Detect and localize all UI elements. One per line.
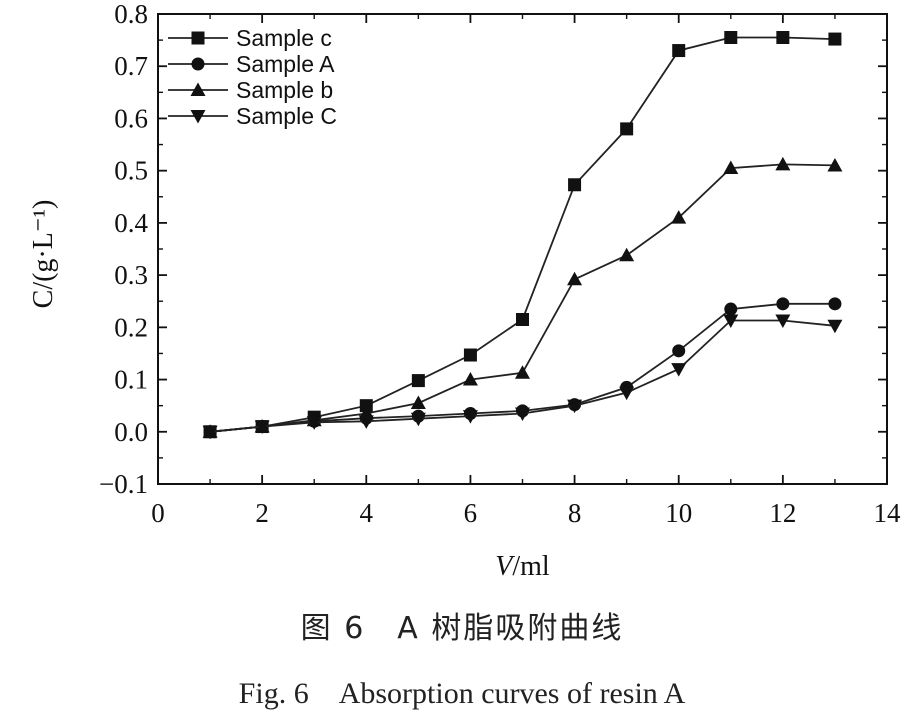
y-axis: −0.1 0.0 0.1 0.2 0.3 0.4 0.5 0.6 0.7 0.8 <box>99 0 887 499</box>
legend-marker <box>190 82 206 96</box>
data-point <box>672 44 686 58</box>
data-point <box>724 31 738 44</box>
x-tick-label: 2 <box>255 498 269 528</box>
data-point <box>410 412 426 427</box>
data-point <box>202 425 218 440</box>
data-point <box>516 313 529 326</box>
y-tick-label: 0.8 <box>114 0 148 29</box>
data-point <box>462 372 478 386</box>
data-point <box>306 416 322 430</box>
x-tick-label: 0 <box>151 498 165 528</box>
data-point <box>723 160 739 175</box>
legend-item-sample-b: Sample b <box>168 77 333 103</box>
series-line <box>210 163 835 433</box>
y-tick-label: 0.6 <box>114 103 148 133</box>
x-tick-label: 4 <box>360 498 374 528</box>
chart: 0 2 4 6 8 10 12 14 −0.1 0.0 0.1 0.2 0.3 0.4 0.5 0.6 0.7… <box>28 0 901 582</box>
series-sample-c <box>202 314 843 440</box>
data-point <box>515 365 530 379</box>
y-tick-label: 0.2 <box>114 312 148 342</box>
data-point <box>620 122 634 136</box>
data-point <box>723 314 739 329</box>
y-tick-label: 0.7 <box>114 51 148 81</box>
data-point <box>515 407 530 421</box>
legend-marker <box>191 31 205 45</box>
data-point <box>358 415 374 429</box>
y-tick-label: −0.1 <box>99 469 148 499</box>
x-tick-label: 14 <box>874 498 902 528</box>
figure-caption-english: Fig. 6 Absorption curves of resin A <box>238 677 686 710</box>
data-point <box>359 399 373 413</box>
figure-caption-chinese: 图 6 A 树脂吸附曲线 <box>300 611 624 646</box>
legend-label: Sample C <box>236 103 337 129</box>
data-point <box>775 314 791 329</box>
legend-label: Sample A <box>236 51 335 77</box>
data-point <box>671 363 687 377</box>
data-point <box>254 420 270 435</box>
data-point <box>463 348 477 362</box>
y-tick-label: 0.0 <box>114 417 148 447</box>
data-point <box>776 31 790 44</box>
data-point <box>775 156 791 171</box>
data-point <box>828 297 842 311</box>
data-point <box>724 302 738 316</box>
legend-label: Sample b <box>236 77 333 103</box>
y-tick-label: 0.5 <box>114 156 148 186</box>
data-point <box>776 297 790 311</box>
legend-item-sample-c: Sample c <box>168 25 332 51</box>
data-point <box>410 395 426 410</box>
data-point <box>671 210 687 224</box>
x-axis-title: V/ml <box>495 551 550 582</box>
data-point <box>827 157 843 172</box>
data-point <box>462 410 478 424</box>
y-axis-title: C/(g·L⁻¹) <box>28 200 59 309</box>
data-point <box>828 32 842 46</box>
legend-item-sample-a: Sample A <box>168 51 335 77</box>
series-layer <box>202 31 843 440</box>
y-tick-label: 0.4 <box>114 208 148 238</box>
x-tick-label: 6 <box>464 498 478 528</box>
x-tick-label: 10 <box>665 498 692 528</box>
x-axis: 0 2 4 6 8 10 12 14 <box>151 14 901 528</box>
data-point <box>411 374 425 388</box>
data-point <box>619 247 635 262</box>
legend-marker <box>191 57 205 71</box>
data-point <box>827 319 843 334</box>
legend-label: Sample c <box>236 25 332 51</box>
y-tick-label: 0.1 <box>114 365 148 395</box>
data-point <box>619 386 635 401</box>
data-point <box>567 271 583 286</box>
data-point <box>568 178 582 192</box>
legend-marker <box>190 110 206 124</box>
legend-item-sample-c: Sample C <box>168 103 337 129</box>
x-tick-label: 8 <box>568 498 582 528</box>
series-sample-b <box>202 156 843 438</box>
x-tick-label: 12 <box>769 498 796 528</box>
data-point <box>672 344 686 358</box>
data-point <box>567 399 583 414</box>
y-tick-label: 0.3 <box>114 260 148 290</box>
